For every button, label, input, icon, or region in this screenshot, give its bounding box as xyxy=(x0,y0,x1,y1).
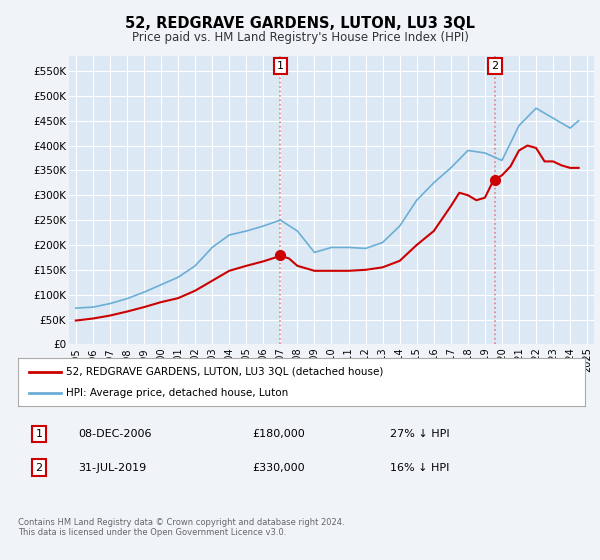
Text: 16% ↓ HPI: 16% ↓ HPI xyxy=(390,463,449,473)
Text: 2: 2 xyxy=(35,463,43,473)
Text: 52, REDGRAVE GARDENS, LUTON, LU3 3QL (detached house): 52, REDGRAVE GARDENS, LUTON, LU3 3QL (de… xyxy=(66,367,383,377)
Text: 27% ↓ HPI: 27% ↓ HPI xyxy=(390,429,449,439)
Text: 1: 1 xyxy=(35,429,43,439)
Text: Contains HM Land Registry data © Crown copyright and database right 2024.
This d: Contains HM Land Registry data © Crown c… xyxy=(18,518,344,538)
Text: Price paid vs. HM Land Registry's House Price Index (HPI): Price paid vs. HM Land Registry's House … xyxy=(131,31,469,44)
Text: 1: 1 xyxy=(277,61,284,71)
Text: 52, REDGRAVE GARDENS, LUTON, LU3 3QL: 52, REDGRAVE GARDENS, LUTON, LU3 3QL xyxy=(125,16,475,31)
Text: HPI: Average price, detached house, Luton: HPI: Average price, detached house, Luto… xyxy=(66,388,289,398)
Text: 31-JUL-2019: 31-JUL-2019 xyxy=(78,463,146,473)
Text: £330,000: £330,000 xyxy=(252,463,305,473)
Text: 2: 2 xyxy=(491,61,499,71)
Text: 08-DEC-2006: 08-DEC-2006 xyxy=(78,429,151,439)
Text: £180,000: £180,000 xyxy=(252,429,305,439)
